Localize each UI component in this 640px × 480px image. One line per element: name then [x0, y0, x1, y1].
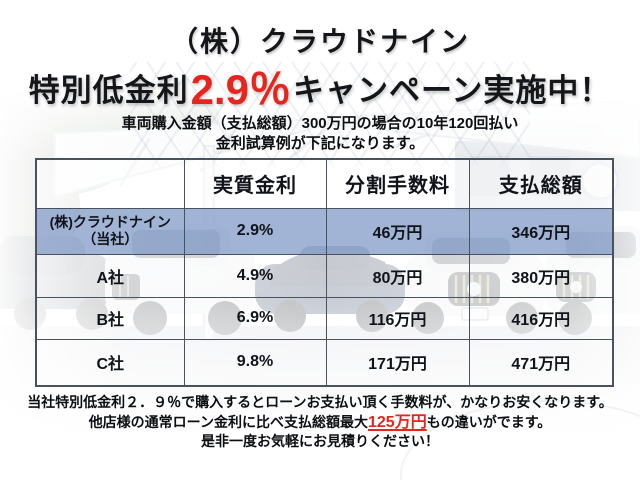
rate-cell: 9.8%	[183, 338, 327, 387]
savings-amount-highlight: 125万円	[368, 413, 427, 431]
table-row-company-b: B社 6.9% 116万円 416万円	[35, 296, 614, 340]
campaign-headline-prefix: 特別低金利	[28, 73, 189, 108]
table-row-company-c: C社 9.8% 171万円 471万円	[35, 338, 614, 387]
company-cell-a: A社	[35, 253, 185, 298]
rate-cell: 2.9%	[183, 207, 327, 255]
company-cell-c: C社	[35, 338, 185, 387]
company-name-sub: （当社）	[82, 231, 139, 247]
company-name: (株)クラウドナイン	[49, 214, 171, 230]
column-header-effective-rate: 実質金利	[183, 158, 327, 209]
column-header-total-payment: 支払総額	[468, 158, 614, 209]
table-row-company-a: A社 4.9% 80万円 380万円	[35, 253, 614, 298]
table-row-cloudnine: (株)クラウドナイン （当社） 2.9% 46万円 346万円	[35, 207, 614, 255]
fee-cell: 116万円	[325, 296, 470, 340]
campaign-headline-suffix: キャンペーン実施中！	[292, 73, 612, 108]
fee-cell: 46万円	[325, 207, 470, 255]
table-corner-cell	[35, 158, 185, 209]
company-cell-b: B社	[35, 296, 185, 340]
company-title: （株）クラウドナイン	[169, 26, 470, 57]
pitch-line-2: 他店様の通常ローン金利に比べ支払総額最大125万円もの違いがでます。	[0, 413, 640, 433]
total-cell: 471万円	[468, 338, 614, 387]
rate-comparison-table: 実質金利 分割手数料 支払総額 (株)クラウドナイン （当社） 2.9% 46万…	[35, 158, 614, 387]
loan-example-subtitle: 車両購入金額（支払総額）300万円の場合の10年120回払い 金利試算例が下記に…	[0, 114, 640, 154]
total-cell: 416万円	[468, 296, 614, 340]
pitch-line-2-suffix: もの違いがでます。	[426, 413, 552, 430]
sales-pitch-text: 当社特別低金利２．９％で購入するとローンお支払い頂く手数料が、かなりお安くなりま…	[0, 393, 640, 452]
company-cell-cloudnine: (株)クラウドナイン （当社）	[35, 207, 185, 255]
total-cell: 380万円	[468, 253, 614, 298]
rate-cell: 4.9%	[183, 253, 327, 298]
pitch-line-2-prefix: 他店様の通常ローン金利に比べ支払総額最大	[88, 413, 368, 430]
fee-cell: 80万円	[325, 253, 470, 298]
total-cell: 346万円	[468, 207, 614, 255]
rate-cell: 6.9%	[183, 296, 327, 340]
column-header-installment-fee: 分割手数料	[325, 158, 470, 209]
campaign-headline: 特別低金利2.9％キャンペーン実施中！	[0, 56, 640, 117]
campaign-rate-highlight: 2.9％	[190, 66, 291, 113]
background-lattice-pattern	[130, 62, 530, 167]
pitch-line-3: 是非一度お気軽にお見積りください！	[201, 433, 439, 449]
table-header-row: 実質金利 分割手数料 支払総額	[35, 158, 614, 209]
fee-cell: 171万円	[325, 338, 470, 387]
subtitle-line-2: 金利試算例が下記になります。	[215, 135, 425, 152]
pitch-line-1: 当社特別低金利２．９％で購入するとローンお支払い頂く手数料が、かなりお安くなりま…	[27, 394, 613, 410]
subtitle-line-1: 車両購入金額（支払総額）300万円の場合の10年120回払い	[121, 115, 519, 132]
